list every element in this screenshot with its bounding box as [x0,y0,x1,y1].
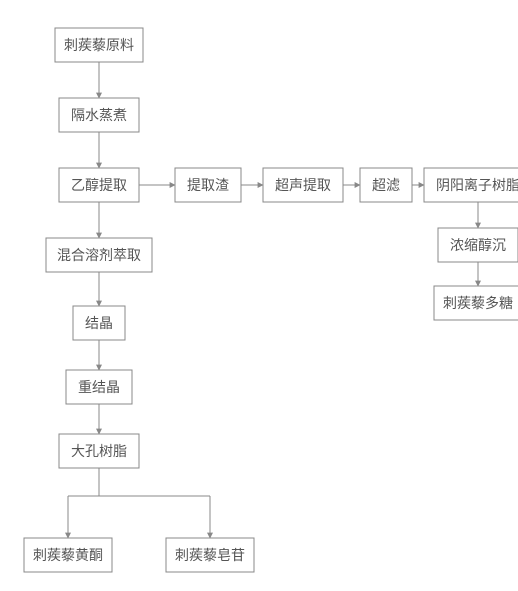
node-label-polysac: 刺蒺藜多糖 [443,295,513,311]
node-label-crystal: 结晶 [85,315,113,331]
node-label-steam: 隔水蒸煮 [71,107,127,123]
node-polysac: 刺蒺藜多糖 [434,286,518,320]
node-concen: 浓缩醇沉 [438,228,518,262]
node-label-ionresin: 阴阳离子树脂 [436,177,518,193]
node-label-ultrasonic: 超声提取 [275,177,331,193]
node-flavone: 刺蒺藜黄酮 [24,538,112,572]
node-label-recrystal: 重结晶 [78,379,120,395]
node-label-ultrafilt: 超滤 [372,177,400,193]
node-label-saponin: 刺蒺藜皂苷 [175,547,245,563]
node-recrystal: 重结晶 [66,370,132,404]
node-ultrafilt: 超滤 [360,168,412,202]
flowchart-canvas: 刺蒺藜原料隔水蒸煮乙醇提取 提取渣 超声提取 超滤 阴阳离子树脂浓缩醇沉刺蒺藜多糖 混合溶… [0,0,518,591]
node-label-flavone: 刺蒺藜黄酮 [33,547,103,563]
node-raw: 刺蒺藜原料 [55,28,143,62]
node-label-macroresin: 大孔树脂 [71,443,127,459]
node-label-concen: 浓缩醇沉 [450,237,506,253]
node-mixext: 混合溶剂萃取 [46,238,152,272]
node-macroresin: 大孔树脂 [59,434,139,468]
node-steam: 隔水蒸煮 [59,98,139,132]
node-residue: 提取渣 [175,168,241,202]
node-crystal: 结晶 [73,306,125,340]
node-saponin: 刺蒺藜皂苷 [166,538,254,572]
node-ethanol: 乙醇提取 [59,168,139,202]
node-ultrasonic: 超声提取 [263,168,343,202]
node-label-residue: 提取渣 [187,177,229,193]
node-label-mixext: 混合溶剂萃取 [57,247,141,263]
node-label-ethanol: 乙醇提取 [71,177,127,193]
node-ionresin: 阴阳离子树脂 [424,168,518,202]
node-label-raw: 刺蒺藜原料 [64,37,134,53]
